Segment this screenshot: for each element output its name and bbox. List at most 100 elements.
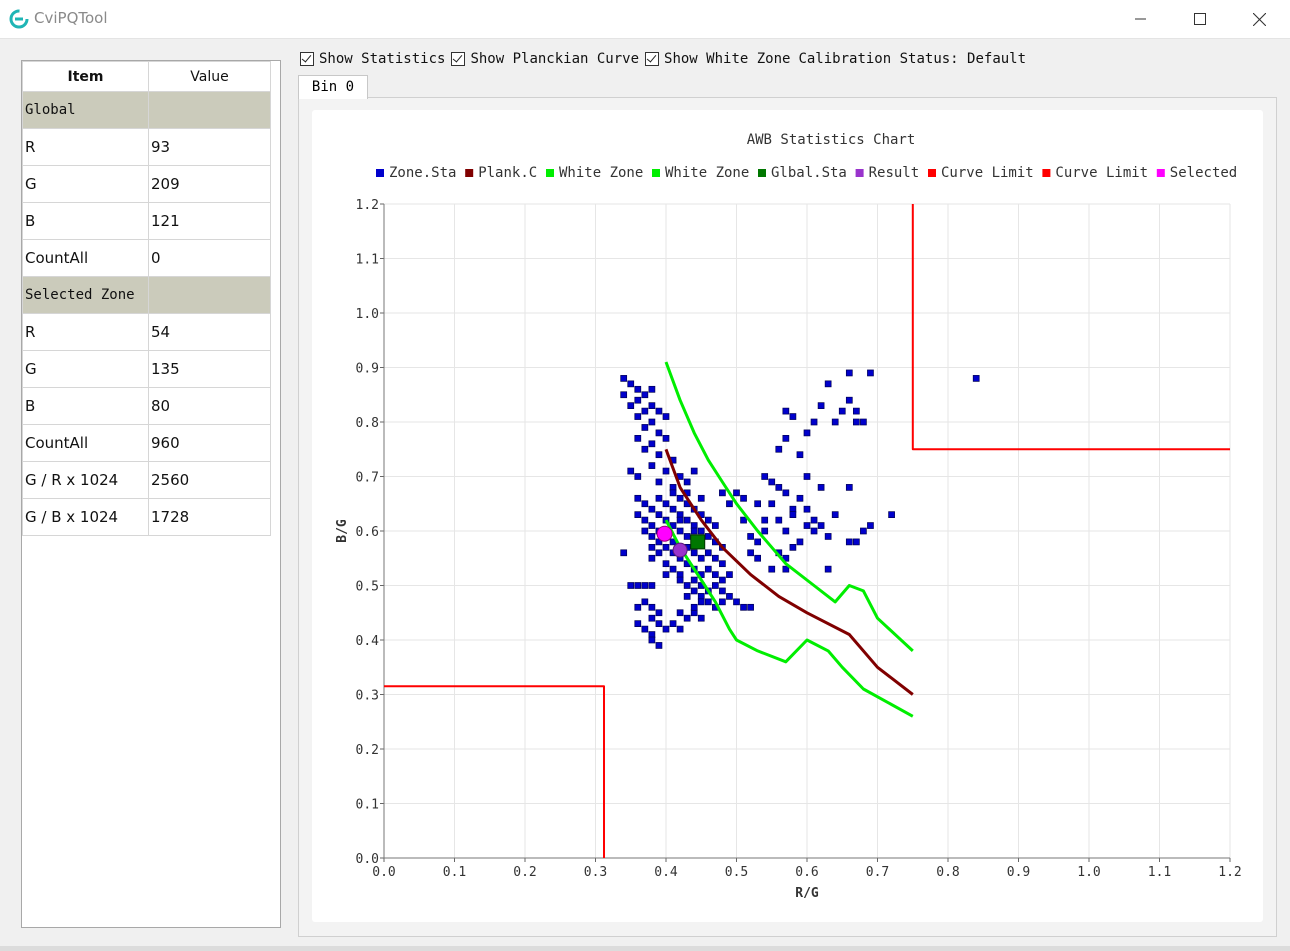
legend-item-label[interactable]: Glbal.Sta (771, 165, 847, 181)
cell-item: G (22, 350, 149, 388)
x-tick-label: 0.7 (866, 865, 889, 880)
table-row[interactable]: G 209 (22, 165, 271, 203)
zone-sta-point (704, 516, 712, 524)
legend-item-label[interactable]: Zone.Sta (389, 165, 456, 181)
legend-item-label[interactable]: White Zone (665, 165, 749, 181)
curve-limit-low-line (384, 685, 605, 858)
zone-sta-point (712, 571, 719, 578)
zone-sta-point (754, 538, 761, 546)
tab-bin-0[interactable]: Bin 0 (298, 75, 368, 99)
legend-marker (652, 169, 660, 177)
zone-sta-point (690, 576, 698, 584)
cell-value: 1728 (148, 498, 271, 536)
table-row[interactable]: CountAll 0 (22, 239, 271, 277)
zone-sta-point (719, 576, 726, 584)
zone-sta-point (648, 505, 656, 513)
x-tick-label: 0.0 (372, 865, 395, 880)
column-header-value[interactable]: Value (148, 61, 271, 92)
y-tick-label: 0.0 (356, 852, 379, 867)
legend-item-label[interactable]: Plank.C (478, 165, 537, 181)
zone-sta-point (831, 511, 839, 518)
zone-sta-point (655, 511, 663, 518)
zone-sta-point (627, 380, 635, 388)
maximize-button[interactable] (1177, 0, 1223, 38)
legend-marker (855, 169, 864, 177)
zone-sta-point (648, 418, 656, 426)
cell-item: Global (22, 91, 149, 129)
awb-statistics-chart[interactable]: AWB Statistics Chart Zone.Sta Plank.C White… (312, 110, 1263, 922)
zone-sta-point (761, 473, 769, 480)
zone-sta-point (634, 413, 642, 420)
table-row[interactable]: R 54 (22, 313, 271, 351)
awb-chart-card[interactable]: AWB Statistics Chart Zone.Sta Plank.C White… (312, 110, 1263, 922)
legend-item-label[interactable]: Result (869, 165, 920, 181)
legend-item-label[interactable]: Curve Limit (941, 165, 1034, 181)
zone-sta-point (683, 593, 691, 600)
zone-sta-point (648, 385, 656, 393)
cell-item: R (22, 313, 149, 351)
table-row[interactable]: G / R x 1024 2560 (22, 461, 271, 499)
app-logo-icon (9, 9, 29, 29)
zone-sta-point (845, 538, 853, 546)
table-row[interactable]: B 80 (22, 387, 271, 425)
zone-sta-point (641, 598, 649, 606)
legend-marker (465, 169, 474, 177)
close-button[interactable] (1236, 0, 1282, 38)
x-tick-label: 1.1 (1148, 865, 1171, 880)
table-row[interactable]: B 121 (22, 202, 271, 240)
close-icon (1252, 12, 1266, 26)
global-sta-point (690, 534, 706, 550)
legend-item-label[interactable]: White Zone (559, 165, 643, 181)
zone-sta-point (690, 609, 698, 617)
zone-sta-point (810, 527, 818, 535)
table-row[interactable]: CountAll 960 (22, 424, 271, 462)
x-tick-label: 1.2 (1218, 865, 1241, 880)
zone-sta-point (733, 489, 740, 497)
x-axis-label: R/G (795, 886, 819, 901)
zone-sta-point (768, 565, 776, 573)
statistics-table-panel[interactable]: Item Value Global R 93 G 209 B 121 Coun (21, 60, 281, 928)
zone-sta-point (726, 571, 733, 578)
column-header-item[interactable]: Item (22, 61, 149, 92)
zone-sta-point (782, 435, 790, 442)
zone-sta-point (789, 511, 797, 518)
y-tick-label: 0.9 (356, 362, 379, 377)
table-row[interactable]: R 93 (22, 128, 271, 166)
cell-value: 54 (148, 313, 271, 351)
zone-sta-point (782, 527, 790, 535)
zone-sta-point (782, 407, 790, 415)
zone-sta-point (662, 544, 670, 551)
minimize-button[interactable] (1118, 0, 1164, 38)
zone-sta-point (697, 527, 705, 535)
table-row-section[interactable]: Global (22, 91, 271, 129)
legend-item-label[interactable]: Selected (1170, 165, 1237, 181)
checkbox-checked-icon (300, 52, 314, 66)
table-row[interactable]: G 135 (22, 350, 271, 388)
zone-sta-point (789, 413, 797, 420)
zone-sta-point (648, 631, 656, 638)
zone-sta-point (845, 484, 853, 491)
zone-sta-point (740, 494, 747, 502)
show-statistics-checkbox[interactable]: Show Statistics (300, 51, 445, 67)
zone-sta-point (704, 565, 712, 573)
zone-sta-point (655, 494, 663, 502)
table-row-section[interactable]: Selected Zone (22, 276, 271, 314)
zone-sta-point (740, 603, 747, 611)
zone-sta-point (669, 505, 677, 513)
zone-sta-point (634, 511, 642, 518)
zone-sta-point (747, 533, 754, 540)
show-white-zone-checkbox[interactable]: Show White Zone (645, 51, 790, 67)
zone-sta-point (641, 527, 649, 535)
zone-sta-point (690, 527, 698, 535)
legend-item-label[interactable]: Curve Limit (1055, 165, 1148, 181)
x-tick-label: 0.2 (513, 865, 536, 880)
table-row[interactable]: G / B x 1024 1728 (22, 498, 271, 536)
y-tick-label: 0.8 (356, 416, 379, 431)
zone-sta-point (683, 516, 691, 524)
chart-title: AWB Statistics Chart (747, 132, 916, 148)
show-planckian-checkbox[interactable]: Show Planckian Curve (451, 51, 639, 67)
zone-sta-point (867, 522, 874, 529)
zone-sta-point (662, 571, 670, 578)
zone-sta-point (888, 511, 895, 518)
zone-sta-point (648, 544, 656, 551)
